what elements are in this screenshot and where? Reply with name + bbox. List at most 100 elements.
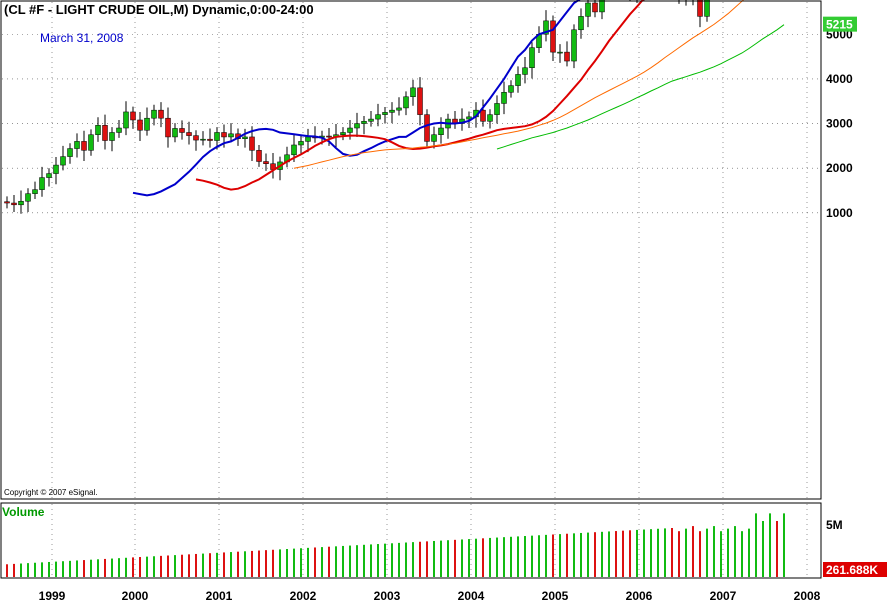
candle-body	[263, 161, 269, 164]
volume-bar	[566, 533, 568, 577]
volume-bar	[762, 521, 764, 577]
candle-body	[501, 92, 507, 104]
volume-bar	[510, 536, 512, 577]
ma_slow-line	[195, 0, 645, 191]
volume-bar	[209, 553, 211, 577]
candle-body	[494, 103, 500, 115]
volume-bar	[489, 537, 491, 577]
candle-body	[487, 114, 493, 122]
candle-body	[46, 173, 52, 178]
ma_60-tag-bg	[823, 16, 857, 32]
candle-body	[228, 133, 234, 138]
volume-bar	[62, 561, 64, 577]
volume-bar	[223, 552, 225, 577]
volume-bar	[636, 529, 638, 577]
volume-bar	[195, 553, 197, 577]
candle-body	[585, 2, 591, 17]
candle-body	[193, 135, 199, 141]
volume-bar	[132, 557, 134, 577]
volume-bar	[321, 547, 323, 577]
candle-body	[207, 138, 213, 141]
volume-bar	[727, 528, 729, 577]
year-label: 2007	[710, 589, 737, 603]
year-label: 2003	[374, 589, 401, 603]
volume-bar	[174, 555, 176, 577]
volume-bar	[202, 553, 204, 577]
candle-body	[354, 123, 360, 129]
volume-bar	[97, 559, 99, 577]
candle-body	[431, 134, 437, 142]
candle-body	[242, 136, 248, 139]
candle-body	[137, 119, 143, 131]
volume-bar	[300, 548, 302, 577]
volume-bar	[55, 561, 57, 577]
candle-body	[368, 118, 374, 122]
volume-bar	[776, 521, 778, 577]
volume-bar	[468, 539, 470, 577]
volume-bar	[342, 545, 344, 577]
candle-body	[508, 85, 514, 93]
volume-tick-5m: 5M	[826, 518, 843, 532]
candle-body	[221, 132, 227, 138]
candle-body	[4, 201, 10, 204]
candle-body	[200, 138, 206, 141]
volume-bar	[83, 560, 85, 577]
volume-bar	[405, 542, 407, 577]
candle-body	[557, 51, 563, 54]
candle-body	[403, 96, 409, 109]
volume-bar	[720, 531, 722, 577]
volume-bar	[188, 554, 190, 577]
volume-bar	[377, 544, 379, 577]
price-axis-labels: 1000200030004000500060007000800090001000…	[826, 27, 853, 220]
volume-bar	[678, 531, 680, 577]
volume-bar	[419, 541, 421, 577]
volume-bar	[244, 551, 246, 577]
candle-body	[599, 0, 605, 13]
volume-last-tag-bg	[823, 562, 887, 577]
candle-body	[438, 127, 444, 135]
volume-bar	[685, 528, 687, 577]
date-axis-labels: 1999 2000 2001 2002 2003 2004 2005 2006 2007 2008	[39, 589, 821, 603]
year-label: 2008	[794, 589, 821, 603]
volume-bar	[496, 537, 498, 577]
volume-bar	[587, 532, 589, 577]
candle-body	[214, 132, 220, 141]
ma_60-line	[496, 24, 785, 150]
volume-bar	[167, 555, 169, 577]
volume-bar	[531, 535, 533, 577]
volume-bar	[447, 540, 449, 577]
volume-bar	[755, 513, 757, 577]
volume-bar	[503, 537, 505, 577]
volume-bar	[118, 558, 120, 577]
price-tick-label: 1000	[826, 206, 853, 220]
volume-bar	[370, 544, 372, 577]
volume-bar	[181, 554, 183, 577]
candle-body	[466, 116, 472, 120]
volume-bar	[426, 541, 428, 577]
candle-body	[74, 141, 80, 149]
volume-bar	[230, 552, 232, 577]
candle-body	[179, 128, 185, 133]
candle-body	[326, 135, 332, 138]
value-tags: 101739395816866815215261.688K	[823, 16, 887, 577]
volume-bar	[356, 545, 358, 577]
date-label: March 31, 2008	[40, 31, 124, 45]
candle-body	[186, 132, 192, 136]
price-tick-label: 2000	[826, 161, 853, 175]
ma_60-tag: 5215	[826, 18, 853, 32]
candle-body	[704, 0, 710, 17]
candle-body	[298, 141, 304, 146]
volume-bar	[279, 549, 281, 577]
candle-body	[592, 2, 598, 13]
candle-body	[305, 136, 311, 142]
copyright: Copyright © 2007 eSignal.	[4, 488, 98, 497]
volume-bar	[440, 540, 442, 577]
volume-bar	[6, 564, 8, 577]
volume-bar	[713, 526, 715, 577]
volume-bar	[27, 563, 29, 577]
volume-bar	[286, 549, 288, 577]
candle-body	[571, 29, 577, 62]
volume-bar	[272, 549, 274, 577]
